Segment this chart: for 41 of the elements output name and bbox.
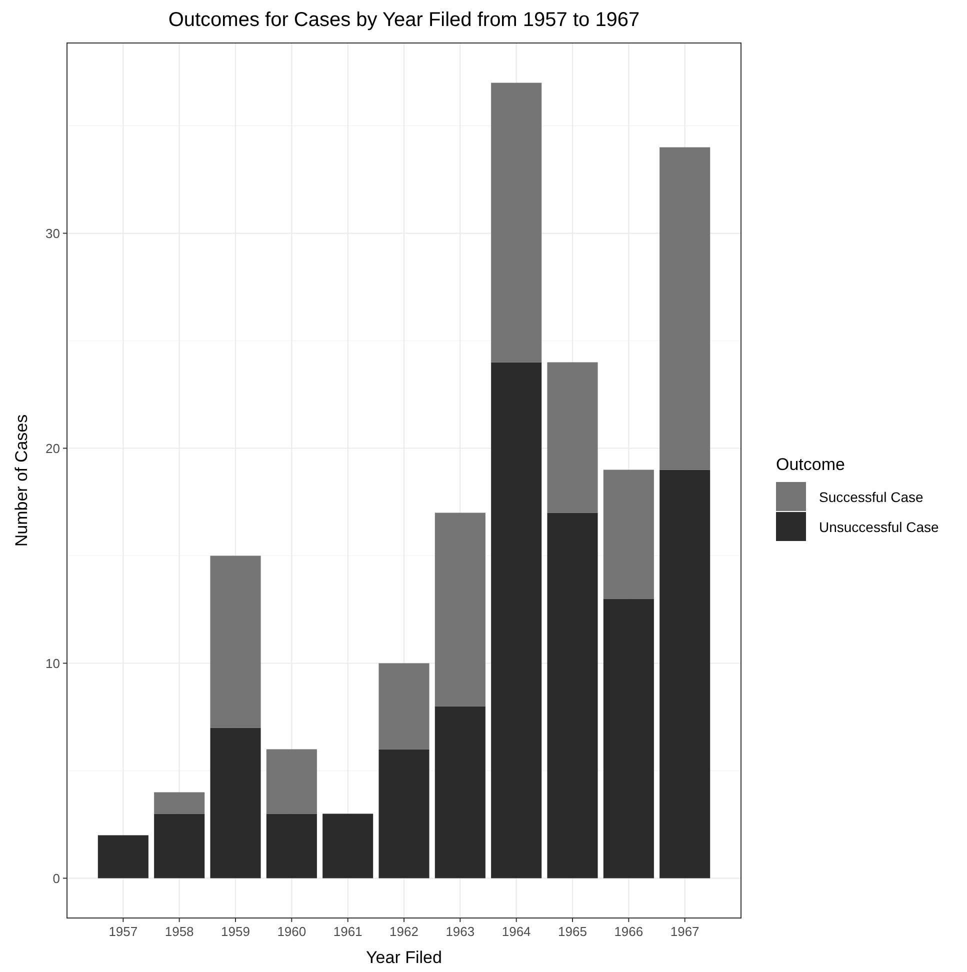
bar xyxy=(491,82,542,362)
x-tick-label: 1957 xyxy=(108,924,138,939)
bar xyxy=(434,706,486,878)
bar xyxy=(378,663,430,750)
bar xyxy=(547,512,598,878)
bar xyxy=(491,362,542,878)
chart-title: Outcomes for Cases by Year Filed from 1957 to 1967 xyxy=(168,9,640,31)
y-tick-label: 30 xyxy=(46,226,60,241)
x-tick-label: 1960 xyxy=(277,924,306,939)
bar xyxy=(210,556,261,728)
bar xyxy=(322,814,374,878)
x-tick-label: 1967 xyxy=(670,924,700,939)
x-tick-label: 1964 xyxy=(502,924,531,939)
legend-title: Outcome xyxy=(776,455,845,474)
y-axis-title: Number of Cases xyxy=(12,414,31,547)
y-tick-label: 0 xyxy=(52,870,60,886)
bar xyxy=(154,792,205,814)
bar xyxy=(547,362,598,513)
bar xyxy=(660,470,710,878)
x-tick-label: 1966 xyxy=(614,924,644,939)
bar xyxy=(266,814,317,878)
bar xyxy=(98,835,148,878)
bar xyxy=(660,147,710,470)
x-tick-label: 1961 xyxy=(333,924,362,939)
bar xyxy=(378,749,430,878)
y-tick-label: 20 xyxy=(46,440,60,456)
y-tick-label: 10 xyxy=(46,656,60,671)
x-axis-title: Year Filed xyxy=(366,948,442,967)
bar xyxy=(603,598,654,878)
legend-label: Unsuccessful Case xyxy=(819,518,940,535)
x-tick-label: 1962 xyxy=(390,924,418,939)
bar xyxy=(266,749,317,814)
bar xyxy=(154,814,205,878)
x-tick-label: 1965 xyxy=(558,924,587,939)
bar xyxy=(603,470,654,599)
legend-label: Successful Case xyxy=(819,488,924,505)
x-tick-label: 1959 xyxy=(221,924,250,939)
bar xyxy=(210,728,261,878)
bar xyxy=(434,512,486,706)
x-tick-label: 1963 xyxy=(446,924,475,939)
x-tick-label: 1958 xyxy=(164,924,194,939)
